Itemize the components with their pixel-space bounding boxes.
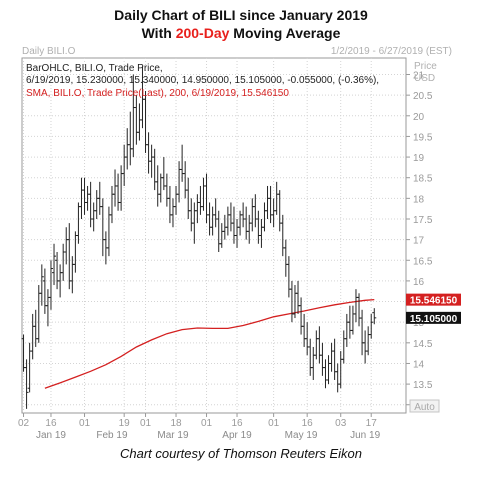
y-tick-label: 14.5 (413, 339, 433, 350)
y-tick-label: 18 (413, 194, 425, 205)
y-tick-label: 20.5 (413, 91, 433, 102)
y-tick-label: 16 (413, 277, 425, 288)
date-range: 1/2/2019 - 6/27/2019 (EST) (331, 46, 452, 57)
chart-caption: Chart courtesy of Thomson Reuters Eikon (119, 446, 363, 461)
ohlc-bar (48, 260, 53, 310)
y-tick-label: 16.5 (413, 256, 433, 267)
ohlc-series (21, 66, 377, 409)
last-value-tag: 15.546150 (406, 293, 461, 307)
chart-subtitle: With 200-Day Moving Average (0, 25, 482, 41)
x-tick-label: 19 (119, 418, 131, 429)
legend-ohlc-values: 6/19/2019, 15.230000, 15.340000, 14.9500… (26, 75, 379, 86)
auto-button-bg[interactable] (409, 399, 440, 413)
auto-button[interactable]: Auto (409, 399, 440, 413)
y-tick-label: 17.5 (413, 215, 433, 226)
ohlc-bar (372, 308, 377, 325)
plot-area (21, 57, 407, 414)
y-tick-label: 13.5 (413, 380, 433, 391)
currency-label-price: Price (414, 61, 437, 72)
y-tick-label: 19.5 (413, 132, 433, 143)
x-tick-label: 18 (170, 418, 182, 429)
last-value-tag: 15.105000 (406, 311, 461, 325)
x-tick-label: 16 (45, 418, 57, 429)
chart-title: Daily Chart of BILI since January 2019 (114, 7, 368, 23)
y-tick-label: 17 (413, 236, 425, 247)
x-tick-label: 17 (366, 418, 378, 429)
x-tick-label: 02 (18, 418, 30, 429)
subtitle-prefix: With (141, 25, 176, 41)
y-tick-label: 18.5 (413, 174, 433, 185)
currency-label-usd: USD (414, 73, 435, 84)
x-tick-label: 01 (201, 418, 213, 429)
sma-line (44, 298, 375, 389)
sma-series (44, 298, 375, 389)
y-axis: 1313.51414.51515.51616.51717.51818.51919… (406, 71, 433, 412)
y-tick-label: 20 (413, 112, 425, 123)
grid (22, 58, 406, 413)
ohlc-bar (52, 243, 57, 286)
ohlc-bar (39, 264, 44, 306)
x-month-label: Apr 19 (222, 430, 252, 441)
x-tick-label: 16 (302, 418, 314, 429)
x-month-label: Mar 19 (157, 430, 189, 441)
subtitle-accent: 200-Day (175, 25, 230, 41)
x-tick-label: 03 (335, 418, 347, 429)
last-value-tag-bg (406, 311, 461, 324)
x-tick-label: 01 (140, 418, 152, 429)
legend-ohlc: BarOHLC, BILI.O, Trade Price, (26, 63, 163, 74)
x-axis: 02 16 01 19 01 18 01 16 01 16 03 17 Jan 19 Feb 19 Mar … (18, 413, 381, 441)
panel-name: Daily BILI.O (22, 46, 76, 57)
y-tick-label: 14 (413, 359, 425, 370)
ohlc-bar (24, 359, 29, 409)
last-value-tag-label: 15.546150 (410, 296, 458, 307)
last-value-tag-bg (406, 293, 461, 306)
x-tick-label: 16 (231, 418, 243, 429)
x-month-label: Feb 19 (96, 430, 128, 441)
subtitle-suffix: Moving Average (229, 25, 341, 41)
y-tick-label: 19 (413, 153, 425, 164)
last-value-tag-label: 15.105000 (410, 314, 458, 325)
last-value-tags: 15.546150 15.105000 (406, 293, 461, 325)
ohlc-bar (369, 313, 374, 339)
x-month-label: Jan 19 (36, 430, 66, 441)
y-tick-label: 21 (413, 71, 425, 82)
auto-button-label[interactable]: Auto (414, 402, 435, 413)
x-month-label: May 19 (285, 430, 318, 441)
legend-sma: SMA, BILI.O, Trade Price(Last), 200, 6/1… (26, 88, 289, 99)
x-tick-label: 01 (268, 418, 280, 429)
x-month-label: Jun 19 (350, 430, 380, 441)
x-tick-label: 01 (79, 418, 91, 429)
